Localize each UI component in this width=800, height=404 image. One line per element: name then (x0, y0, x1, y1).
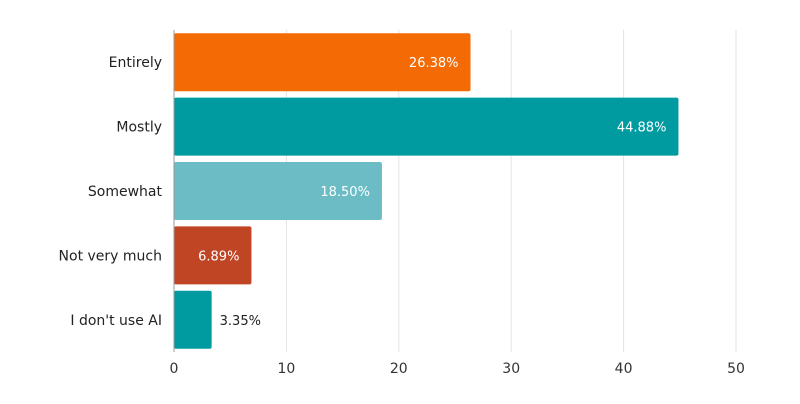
bars: 26.38% 44.88% 18.50% 6.89% 3.35% (174, 33, 679, 349)
value-label: 18.50% (320, 185, 370, 200)
x-tick-label: 30 (502, 361, 520, 377)
category-label: Somewhat (88, 184, 163, 200)
value-label: 3.35% (220, 314, 261, 329)
category-label: Not very much (59, 248, 162, 264)
bar (174, 33, 471, 92)
axes: 0 10 20 30 40 50 Entirely Mostly Somewhat Not ver… (59, 30, 745, 377)
bar (174, 97, 679, 156)
x-tick-label: 20 (390, 361, 408, 377)
category-label: I don't use AI (70, 313, 162, 329)
x-tick-label: 10 (277, 361, 295, 377)
bar (174, 226, 252, 285)
bar (174, 162, 382, 220)
x-tick-label: 50 (727, 361, 745, 377)
x-tick-label: 0 (170, 361, 179, 377)
bar (174, 290, 212, 349)
value-label: 44.88% (617, 121, 667, 136)
value-label: 6.89% (198, 249, 239, 264)
category-label: Mostly (116, 120, 162, 136)
value-label: 26.38% (409, 56, 459, 71)
x-tick-label: 40 (615, 361, 633, 377)
category-label: Entirely (109, 55, 162, 71)
